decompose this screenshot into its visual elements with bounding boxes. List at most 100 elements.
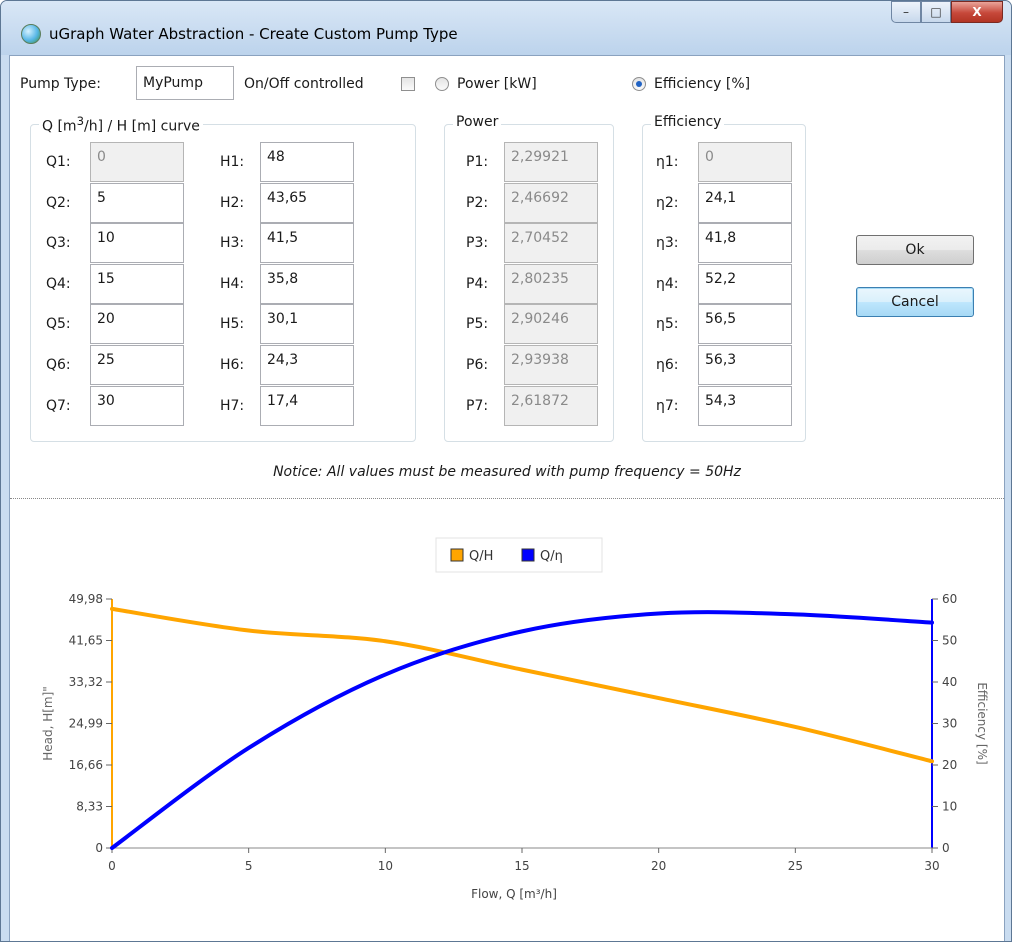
efficiency-radio[interactable] [632,77,646,91]
eta-label-5: η5: [656,316,679,333]
h-input-2[interactable]: 43,65 [260,182,354,223]
onoff-label: On/Off controlled [244,76,364,92]
p-label-2: P2: [466,194,489,211]
power-radio[interactable] [435,77,449,91]
eta-label-6: η6: [656,357,679,373]
q-input-3[interactable]: 10 [90,223,184,264]
q-input-4[interactable]: 15 [90,263,184,304]
p-input-5[interactable]: 2,90246 [504,304,598,345]
h-label-6: H6: [220,357,245,373]
power-group-title: Power [453,114,502,130]
p-label-7: P7: [466,397,489,414]
p-input-4[interactable]: 2,80235 [504,263,598,304]
y-left-tick-label-4: 33,32 [69,675,103,689]
eta-input-1[interactable]: 0 [698,142,792,182]
h-input-5[interactable]: 30,1 [260,304,354,345]
x-tick-label-5: 25 [788,859,803,873]
onoff-checkbox[interactable] [401,77,415,91]
y-right-axis-title: Efficiency [%] [975,682,989,764]
h-label-1: H1: [220,154,245,170]
y-right-tick-label-4: 40 [942,675,957,689]
y-left-tick-label-1: 8,33 [76,800,103,814]
legend-box [435,537,603,573]
eta-input-6[interactable]: 56,3 [698,345,792,385]
legend-swatch-qh [450,548,464,562]
maximize-button[interactable]: □ [921,1,951,23]
p-input-7[interactable]: 2,61872 [504,385,598,426]
q-label-6: Q6: [46,357,71,373]
dialog-body: Pump Type: MyPump On/Off controlled Powe… [9,55,1005,941]
h-input-3[interactable]: 41,5 [260,223,354,264]
x-tick-label-0: 0 [108,859,116,873]
q-label-4: Q4: [46,275,71,292]
h-label-5: H5: [220,316,245,333]
eta-label-2: η2: [656,194,679,211]
eta-input-7[interactable]: 54,3 [698,385,792,426]
eta-label-7: η7: [656,397,679,414]
eta-input-3[interactable]: 41,8 [698,223,792,264]
qh-group-title: Q [m3/h] / H [m] curve [39,114,203,135]
title-bar[interactable]: uGraph Water Abstraction - Create Custom… [1,1,1011,55]
y-right-tick-label-1: 10 [942,800,957,814]
p-input-1[interactable]: 2,29921 [504,142,598,182]
legend-label-eta: Q/η [540,549,563,564]
eta-input-5[interactable]: 56,5 [698,304,792,345]
x-tick-label-4: 20 [651,859,666,873]
y-left-tick-label-3: 24,99 [69,717,103,731]
p-input-6[interactable]: 2,93938 [504,345,598,385]
q-label-7: Q7: [46,397,71,414]
h-input-1[interactable]: 48 [260,142,354,182]
legend-swatch-eta [521,548,535,562]
power-radio-label: Power [kW] [457,76,537,92]
h-input-6[interactable]: 24,3 [260,345,354,385]
y-left-tick-label-6: 49,98 [69,592,103,606]
pump-type-label: Pump Type: [20,76,101,92]
efficiency-group: Efficiency [642,114,806,442]
q-label-3: Q3: [46,235,71,252]
x-tick-label-3: 15 [514,859,529,873]
y-left-tick-label-5: 41,65 [69,634,103,648]
series-line-qh [110,606,934,764]
p-label-4: P4: [466,275,489,292]
eta-input-4[interactable]: 52,2 [698,263,792,304]
chart-svg: Q/H Q/η0 5 10 15 20 25 3008,3316,6624,9933,3241… [41,537,989,901]
x-tick-label-6: 30 [924,859,939,873]
y-left-axis-title: Head, H[m]" [41,686,55,761]
y-left-tick-label-2: 16,66 [69,758,103,772]
y-left-tick-label-0: 0 [95,841,103,855]
power-group: Power [444,114,614,442]
p-label-6: P6: [466,357,489,373]
q-input-5[interactable]: 20 [90,304,184,345]
eta-label-4: η4: [656,275,679,292]
q-input-7[interactable]: 30 [90,385,184,426]
h-input-4[interactable]: 35,8 [260,263,354,304]
x-tick-label-2: 10 [378,859,393,873]
p-label-1: P1: [466,154,489,170]
pump-curve-chart: Q/H Q/η 0 5 10 15 20 25 30 0 8,33 16,66 24,99 33,32 41… [10,498,1004,941]
q-input-1[interactable]: 0 [90,142,184,182]
h-input-7[interactable]: 17,4 [260,385,354,426]
q-label-1: Q1: [46,154,71,170]
cancel-button[interactable]: Cancel [856,287,974,317]
pump-type-input[interactable]: MyPump [136,66,234,100]
app-icon [21,24,41,44]
h-label-7: H7: [220,397,245,414]
minimize-button[interactable]: – [891,1,921,23]
p-label-3: P3: [466,235,489,252]
p-input-3[interactable]: 2,70452 [504,223,598,264]
p-label-5: P5: [466,316,489,333]
eta-input-2[interactable]: 24,1 [698,182,792,223]
q-label-5: Q5: [46,316,71,333]
y-right-tick-label-2: 20 [942,758,957,772]
efficiency-radio-label: Efficiency [%] [654,76,751,92]
y-right-tick-label-6: 60 [942,592,957,606]
y-right-tick-label-0: 0 [942,841,950,855]
ok-button[interactable]: Ok [856,235,974,265]
q-input-6[interactable]: 25 [90,345,184,385]
h-label-4: H4: [220,275,245,292]
p-input-2[interactable]: 2,46692 [504,182,598,223]
close-button[interactable]: X [951,1,1003,23]
series-line-eta [110,610,934,850]
q-input-2[interactable]: 5 [90,182,184,223]
q-label-2: Q2: [46,194,71,211]
